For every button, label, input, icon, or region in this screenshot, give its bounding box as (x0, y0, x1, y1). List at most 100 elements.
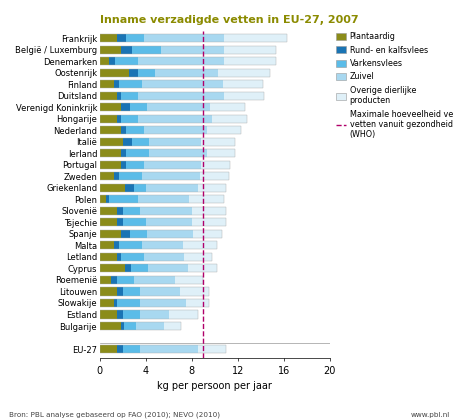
Bar (100, 287, 117, 295)
Bar (117, 299, 140, 307)
Bar (100, 276, 111, 284)
Bar (123, 310, 140, 318)
Bar (149, 138, 201, 146)
Bar (100, 34, 287, 42)
Bar (100, 126, 121, 134)
Bar (207, 126, 241, 134)
Bar (100, 195, 224, 203)
Bar (169, 310, 197, 318)
Bar (100, 92, 117, 100)
Bar (100, 138, 236, 146)
Bar (100, 264, 125, 272)
Bar (100, 299, 114, 307)
Bar (114, 299, 117, 307)
Bar (197, 345, 226, 353)
Bar (100, 230, 121, 238)
Bar (109, 195, 138, 203)
Bar (100, 103, 245, 111)
Text: Bron: PBL analyse gebaseerd op FAO (2010); NEVO (2010): Bron: PBL analyse gebaseerd op FAO (2010… (9, 412, 220, 419)
Legend: Plantaardig, Rund- en kalfsvlees, Varkensvlees, Zuivel, Overige dierlijke
produc: Plantaardig, Rund- en kalfsvlees, Varken… (336, 32, 454, 140)
Bar (140, 287, 180, 295)
Bar (138, 69, 155, 77)
Bar (135, 322, 164, 330)
Bar (155, 69, 218, 77)
Bar (100, 195, 106, 203)
Bar (123, 218, 146, 226)
Bar (123, 207, 140, 215)
Bar (100, 149, 121, 158)
Bar (123, 138, 132, 146)
Bar (180, 287, 209, 295)
Bar (146, 218, 192, 226)
Bar (100, 115, 117, 123)
Bar (138, 115, 212, 123)
Bar (100, 207, 117, 215)
Bar (140, 310, 169, 318)
Bar (100, 126, 241, 134)
Bar (117, 276, 134, 284)
Bar (100, 253, 117, 261)
X-axis label: kg per persoon per jaar: kg per persoon per jaar (158, 381, 272, 391)
Bar (115, 57, 138, 65)
Bar (210, 103, 245, 111)
Bar (212, 115, 247, 123)
Bar (100, 172, 228, 181)
Bar (143, 161, 201, 169)
Text: Inname verzadigde vetten in EU-27, 2007: Inname verzadigde vetten in EU-27, 2007 (100, 15, 359, 25)
Bar (147, 103, 210, 111)
Bar (131, 264, 148, 272)
Bar (189, 195, 224, 203)
Bar (100, 322, 121, 330)
Bar (121, 322, 124, 330)
Bar (117, 345, 123, 353)
Bar (100, 345, 117, 353)
Bar (140, 345, 197, 353)
Bar (201, 138, 236, 146)
Bar (100, 57, 109, 65)
Bar (149, 149, 207, 158)
Bar (100, 299, 209, 307)
Bar (128, 69, 138, 77)
Bar (117, 207, 123, 215)
Bar (121, 92, 138, 100)
Bar (121, 149, 126, 158)
Bar (121, 46, 132, 54)
Bar (100, 264, 217, 272)
Bar (143, 80, 223, 88)
Bar (121, 161, 126, 169)
Bar (100, 287, 209, 295)
Bar (100, 230, 222, 238)
Bar (100, 345, 226, 353)
Bar (100, 161, 121, 169)
Bar (100, 276, 203, 284)
Bar (126, 149, 149, 158)
Bar (126, 34, 143, 42)
Bar (138, 57, 224, 65)
Bar (126, 161, 143, 169)
Bar (164, 322, 182, 330)
Bar (121, 115, 138, 123)
Bar (114, 80, 119, 88)
Bar (121, 126, 126, 134)
Bar (100, 34, 117, 42)
Bar (100, 46, 121, 54)
Bar (207, 149, 236, 158)
Bar (123, 287, 140, 295)
Bar (100, 218, 226, 226)
Bar (100, 207, 226, 215)
Bar (218, 69, 270, 77)
Bar (106, 195, 109, 203)
Bar (224, 92, 264, 100)
Bar (174, 276, 203, 284)
Bar (121, 253, 143, 261)
Bar (100, 310, 197, 318)
Bar (143, 241, 183, 249)
Bar (224, 46, 276, 54)
Bar (130, 103, 147, 111)
Bar (114, 172, 119, 181)
Bar (138, 92, 224, 100)
Bar (117, 218, 123, 226)
Bar (200, 172, 228, 181)
Bar (100, 241, 217, 249)
Bar (132, 46, 161, 54)
